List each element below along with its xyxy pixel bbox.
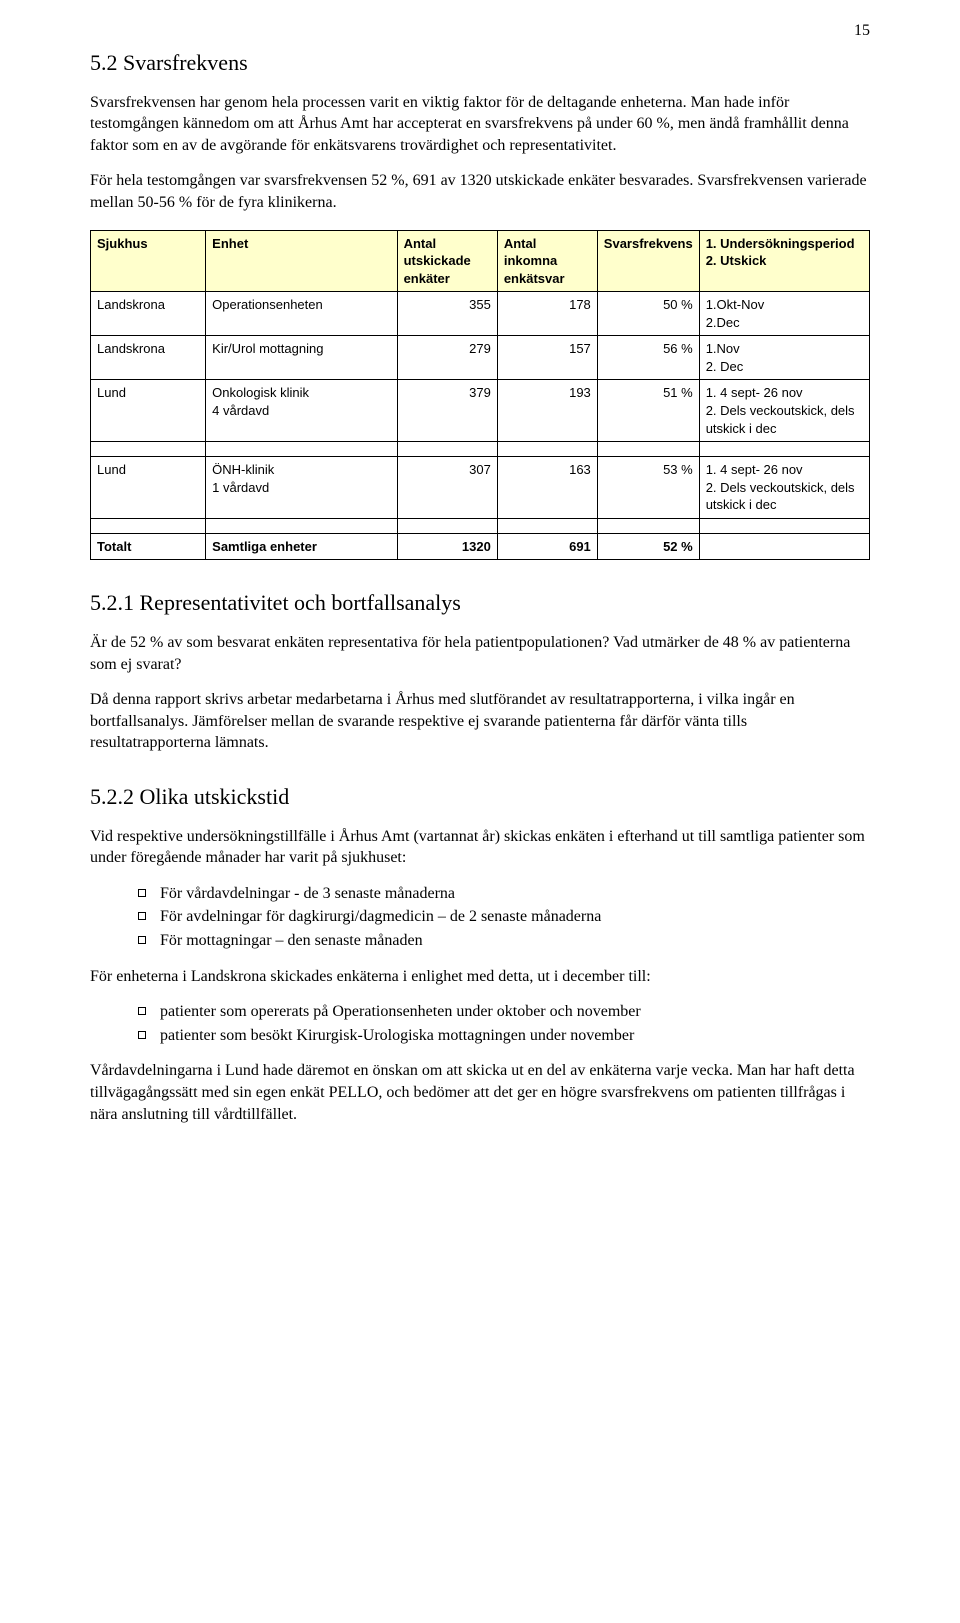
list-item: För mottagningar – den senaste månaden xyxy=(138,930,870,952)
cell-period: 1. 4 sept- 26 nov2. Dels veckoutskick, d… xyxy=(699,457,869,519)
cell-ut: 379 xyxy=(397,380,497,442)
cell-freq: 56 % xyxy=(597,336,699,380)
cell-enhet: Operationsenheten xyxy=(206,292,397,336)
cell-period: 1.Okt-Nov2.Dec xyxy=(699,292,869,336)
th-period: 1. Undersökningsperiod2. Utskick xyxy=(699,230,869,292)
table-header-row: Sjukhus Enhet Antal utskickade enkäter A… xyxy=(91,230,870,292)
cell-in: 157 xyxy=(497,336,597,380)
para-5-2-2-c: Vårdavdelningarna i Lund hade däremot en… xyxy=(90,1060,870,1125)
para-5-2-1-a: Är de 52 % av som besvarat enkäten repre… xyxy=(90,632,870,675)
cell-total-enhet: Samtliga enheter xyxy=(206,533,397,560)
cell-period: 1. 4 sept- 26 nov2. Dels veckoutskick, d… xyxy=(699,380,869,442)
heading-5-2: 5.2 Svarsfrekvens xyxy=(90,48,870,78)
cell-total-in: 691 xyxy=(497,533,597,560)
para-5-2-b: För hela testomgången var svarsfrekvense… xyxy=(90,170,870,213)
list-item: patienter som besökt Kirurgisk-Urologisk… xyxy=(138,1025,870,1047)
table-total-row: Totalt Samtliga enheter 1320 691 52 % xyxy=(91,533,870,560)
page: 15 5.2 Svarsfrekvens Svarsfrekvensen har… xyxy=(0,0,960,1199)
cell-enhet: Kir/Urol mottagning xyxy=(206,336,397,380)
th-sjukhus: Sjukhus xyxy=(91,230,206,292)
cell-ut: 307 xyxy=(397,457,497,519)
cell-total-ut: 1320 xyxy=(397,533,497,560)
table-row: Landskrona Kir/Urol mottagning 279 157 5… xyxy=(91,336,870,380)
table-row: Lund Onkologisk klinik4 vårdavd 379 193 … xyxy=(91,380,870,442)
cell-enhet: Onkologisk klinik4 vårdavd xyxy=(206,380,397,442)
list-item: patienter som opererats på Operationsenh… xyxy=(138,1001,870,1023)
response-table: Sjukhus Enhet Antal utskickade enkäter A… xyxy=(90,230,870,561)
cell-sjukhus: Lund xyxy=(91,380,206,442)
cell-total-freq: 52 % xyxy=(597,533,699,560)
cell-total-period xyxy=(699,533,869,560)
para-5-2-2-a: Vid respektive undersökningstillfälle i … xyxy=(90,826,870,869)
bullet-list-2: patienter som opererats på Operationsenh… xyxy=(90,1001,870,1046)
list-item: För avdelningar för dagkirurgi/dagmedici… xyxy=(138,906,870,928)
para-5-2-2-b: För enheterna i Landskrona skickades enk… xyxy=(90,966,870,988)
th-enhet: Enhet xyxy=(206,230,397,292)
heading-5-2-1: 5.2.1 Representativitet och bortfallsana… xyxy=(90,588,870,618)
cell-period: 1.Nov2. Dec xyxy=(699,336,869,380)
cell-sjukhus: Landskrona xyxy=(91,292,206,336)
table-spacer-row xyxy=(91,442,870,457)
heading-5-2-2: 5.2.2 Olika utskickstid xyxy=(90,782,870,812)
cell-ut: 355 xyxy=(397,292,497,336)
cell-freq: 53 % xyxy=(597,457,699,519)
cell-sjukhus: Landskrona xyxy=(91,336,206,380)
cell-enhet: ÖNH-klinik1 vårdavd xyxy=(206,457,397,519)
cell-freq: 50 % xyxy=(597,292,699,336)
cell-sjukhus: Lund xyxy=(91,457,206,519)
para-5-2-1-b: Då denna rapport skrivs arbetar medarbet… xyxy=(90,689,870,754)
cell-total-sjukhus: Totalt xyxy=(91,533,206,560)
table-body: Landskrona Operationsenheten 355 178 50 … xyxy=(91,292,870,560)
th-svarsfrekvens: Svarsfrekvens xyxy=(597,230,699,292)
table-spacer-row xyxy=(91,518,870,533)
bullet-list-1: För vårdavdelningar - de 3 senaste månad… xyxy=(90,883,870,952)
table-row: Lund ÖNH-klinik1 vårdavd 307 163 53 % 1.… xyxy=(91,457,870,519)
th-utskickade: Antal utskickade enkäter xyxy=(397,230,497,292)
list-item: För vårdavdelningar - de 3 senaste månad… xyxy=(138,883,870,905)
cell-freq: 51 % xyxy=(597,380,699,442)
para-5-2-a: Svarsfrekvensen har genom hela processen… xyxy=(90,92,870,157)
cell-in: 163 xyxy=(497,457,597,519)
cell-ut: 279 xyxy=(397,336,497,380)
cell-in: 193 xyxy=(497,380,597,442)
table-row: Landskrona Operationsenheten 355 178 50 … xyxy=(91,292,870,336)
page-number: 15 xyxy=(854,20,870,42)
th-inkomna: Antal inkomna enkätsvar xyxy=(497,230,597,292)
cell-in: 178 xyxy=(497,292,597,336)
